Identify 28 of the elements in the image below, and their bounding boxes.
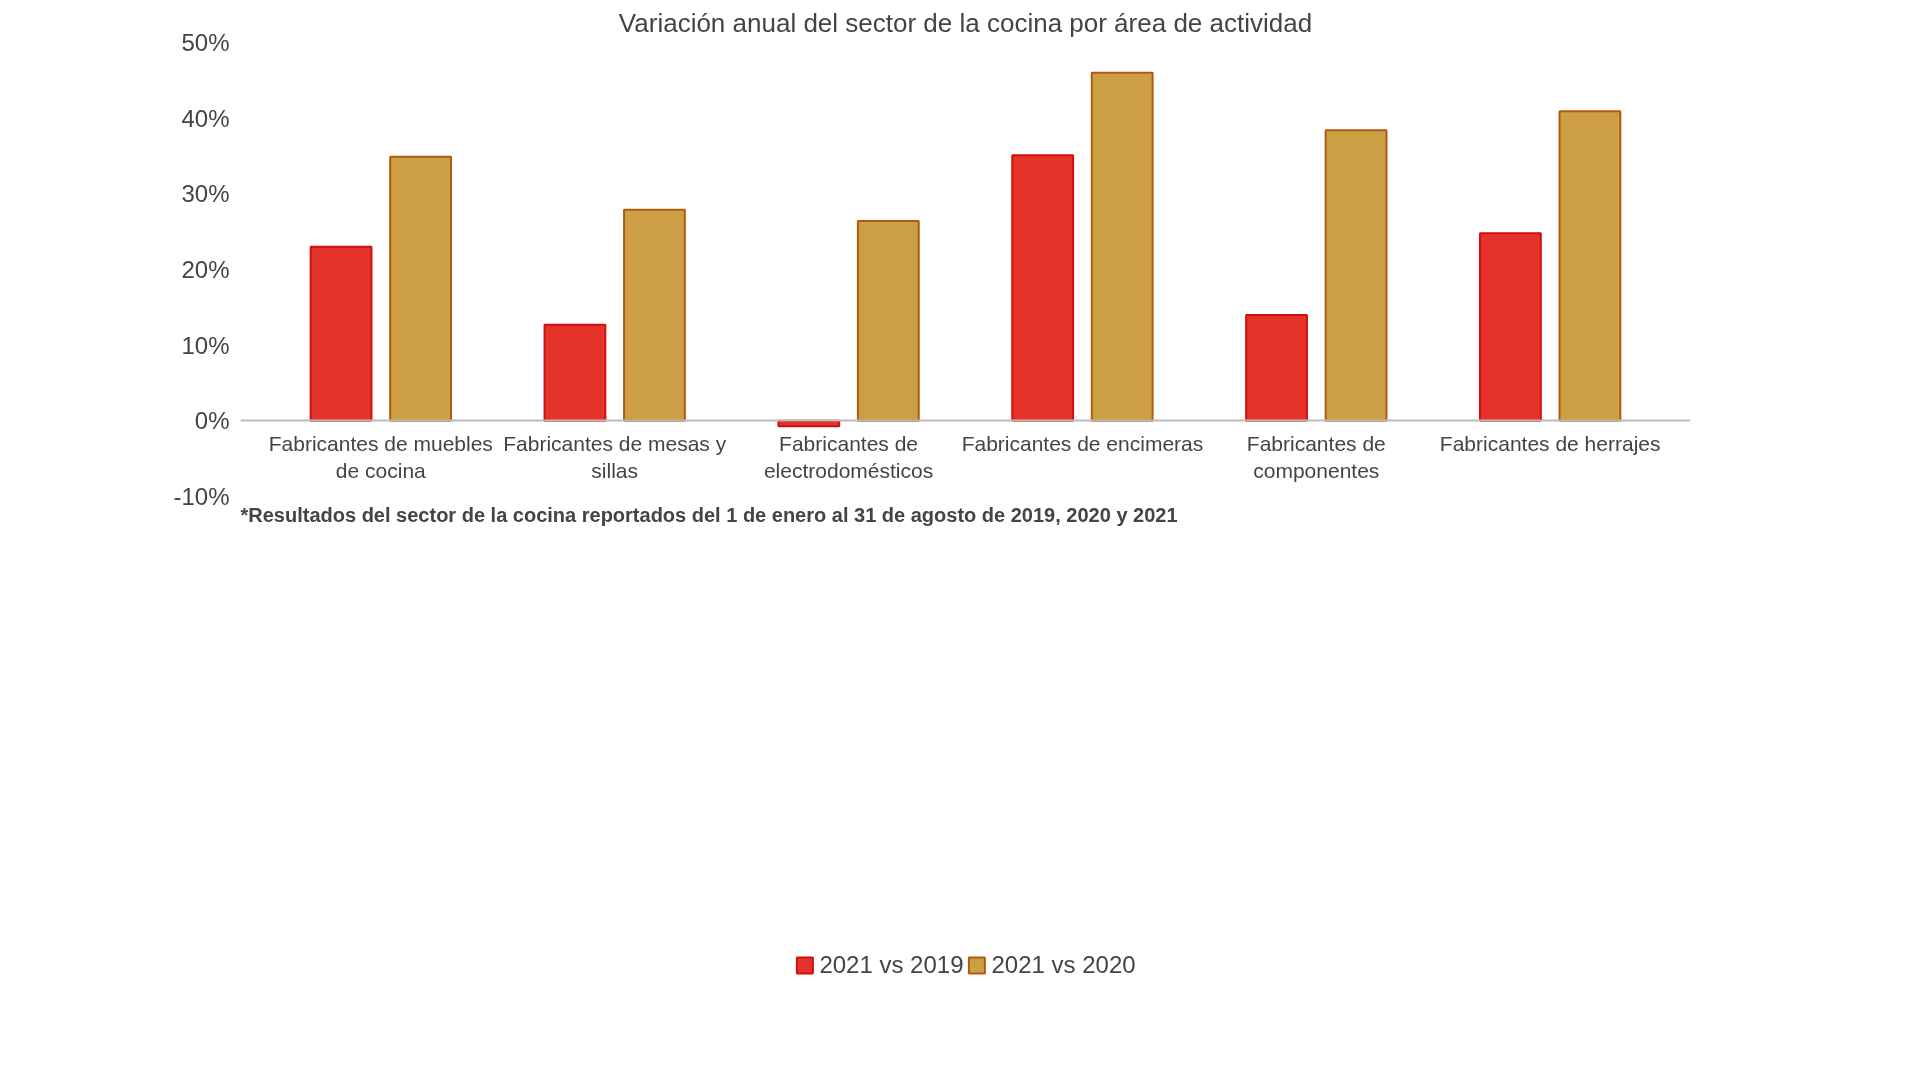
x-tick-label: Fabricantes de electrodomésticos [763, 431, 934, 483]
bar [856, 220, 920, 422]
y-tick-label: 50% [181, 29, 230, 56]
bar [309, 245, 373, 422]
y-tick-label: 10% [181, 331, 230, 359]
x-tick-label: Fabricantes de encimeras [961, 431, 1204, 455]
bar [1245, 313, 1308, 422]
chart-title: Variación anual del sector de la cocina por área de actividad [618, 7, 1313, 38]
bar [1324, 129, 1388, 422]
legend-label: 2021 vs 2020 [991, 950, 1136, 979]
bar [543, 323, 607, 422]
bar [1090, 71, 1154, 422]
x-tick-label: Fabricantes de muebles de cocina [268, 431, 493, 483]
y-tick-label: -10% [173, 483, 230, 510]
text: *Resultados del sector de la cocina reportados del 1 de enero al 31 de agosto de 2019, 2020 y 2021 [240, 503, 1178, 526]
x-tick-label: Fabricantes de mesas y sillas [503, 431, 727, 483]
y-tick-label: 0% [194, 407, 230, 435]
bar [1558, 110, 1622, 422]
bar [623, 208, 686, 422]
legend-label: 2021 vs 2019 [819, 950, 964, 979]
x-tick-label: Fabricantes de componentes [1246, 431, 1386, 483]
y-tick-label: 30% [181, 180, 230, 208]
y-tick-label: 20% [181, 256, 230, 283]
bar [389, 155, 452, 422]
y-tick-label: 40% [181, 104, 230, 132]
x-tick-label: Fabricantes de herrajes [1439, 431, 1661, 455]
bar [1011, 154, 1075, 422]
bar [1479, 232, 1542, 422]
